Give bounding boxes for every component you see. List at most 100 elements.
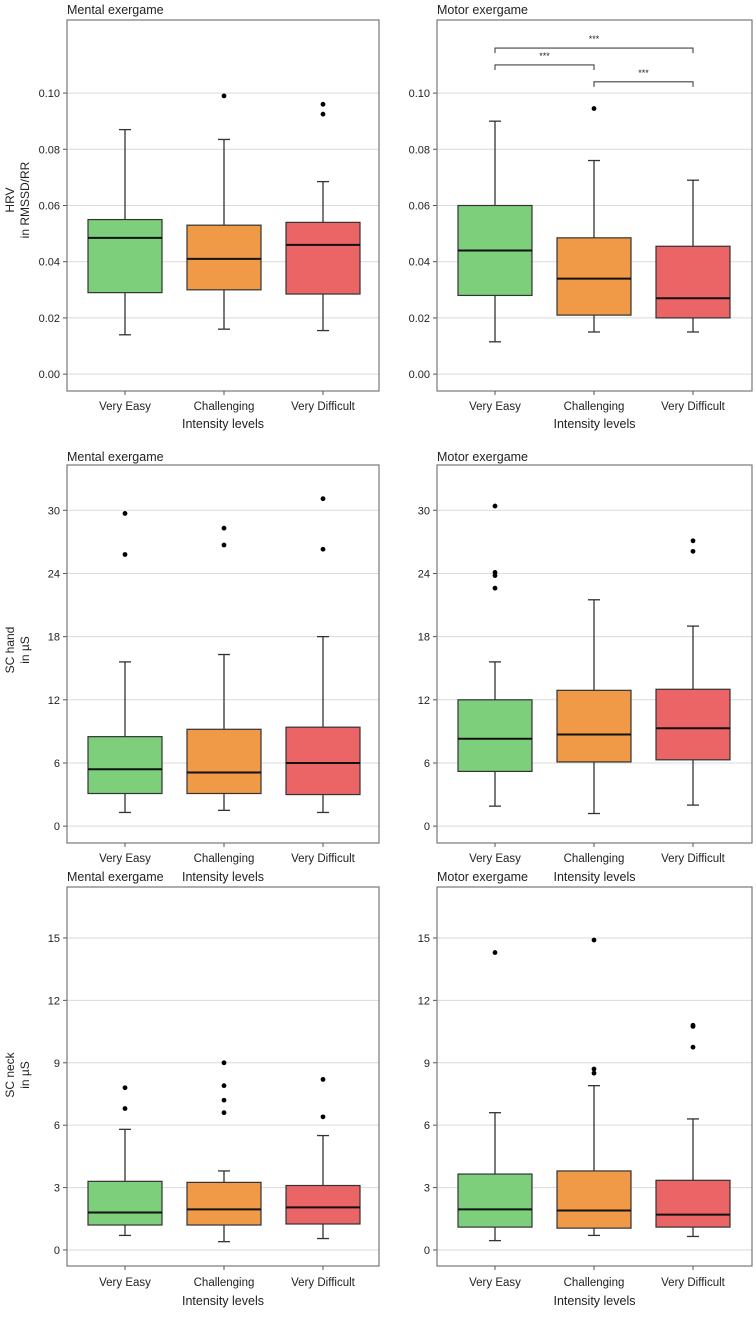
y-axis-label-line: in RMSSD/RR: [18, 161, 32, 238]
box-very-easy: [457, 503, 533, 807]
box-very-easy: [87, 128, 163, 336]
panel-title: Mental exergame: [67, 3, 164, 17]
panel-4: 0 6 12 18 24 30 Motor exergame Intensity levels…: [418, 450, 753, 884]
y-tick-label: 12: [48, 995, 60, 1007]
y-tick-label: 6: [424, 758, 430, 770]
box-very-difficult: [655, 1022, 731, 1238]
y-axis-label-line: SC neck: [3, 1051, 17, 1097]
x-tick-label: Very Easy: [469, 401, 521, 413]
iqr-box: [186, 728, 262, 795]
x-tick-label: Very Easy: [99, 853, 151, 865]
box-very-difficult: [655, 179, 731, 333]
box-very-difficult: [285, 101, 361, 332]
x-tick-label: Challenging: [194, 853, 255, 865]
y-tick-label: 0.08: [39, 144, 60, 156]
outlier-point: [690, 1044, 696, 1050]
panel-title: Motor exergame: [437, 870, 528, 884]
y-tick-label: 0.02: [409, 313, 430, 325]
iqr-box: [655, 245, 731, 319]
y-tick-label: 0.08: [409, 144, 430, 156]
outlier-point: [221, 93, 227, 99]
plot-frame: [66, 19, 380, 392]
y-tick-label: 0.06: [409, 201, 430, 213]
y-tick-label: 0.06: [39, 201, 60, 213]
x-tick-label: Very Difficult: [661, 1277, 726, 1289]
y-tick-label: 9: [424, 1058, 430, 1070]
y-tick-label: 15: [48, 933, 60, 945]
significance-label: ***: [539, 51, 550, 61]
x-tick-label: Very Difficult: [291, 853, 356, 865]
panel-title: Motor exergame: [437, 450, 528, 464]
iqr-box: [285, 726, 361, 796]
x-tick-label: Very Easy: [99, 1277, 151, 1289]
iqr-box: [87, 218, 163, 294]
significance-label: ***: [638, 68, 649, 78]
x-tick-label: Very Easy: [99, 401, 151, 413]
y-axis-label-line: in µS: [18, 636, 32, 664]
iqr-box: [655, 1179, 731, 1228]
y-tick-label: 0: [54, 821, 60, 833]
x-tick-label: Challenging: [564, 1277, 625, 1289]
x-tick-label: Challenging: [564, 401, 625, 413]
y-tick-label: 3: [54, 1183, 60, 1195]
box-challenging: [556, 937, 632, 1237]
x-tick-label: Challenging: [194, 1277, 255, 1289]
outlier-point: [591, 937, 597, 943]
iqr-box: [87, 1180, 163, 1226]
y-tick-label: 24: [48, 568, 60, 580]
significance-bracket: [494, 47, 694, 54]
x-axis-label: Intensity levels: [554, 870, 636, 884]
iqr-box: [186, 1181, 262, 1226]
box-very-easy: [457, 950, 533, 1242]
y-tick-label: 9: [54, 1058, 60, 1070]
outlier-point: [690, 538, 696, 544]
x-tick-label: Very Difficult: [661, 401, 726, 413]
outlier-point: [492, 503, 498, 509]
y-axis-label: HRVin RMSSD/RR: [3, 161, 32, 238]
iqr-box: [457, 1173, 533, 1228]
outlier-point: [591, 106, 597, 111]
box-challenging: [186, 93, 262, 330]
y-tick-label: 12: [418, 995, 430, 1007]
x-axis-label: Intensity levels: [554, 417, 636, 431]
y-tick-label: 12: [418, 695, 430, 707]
x-tick-label: Very Difficult: [291, 401, 356, 413]
box-very-difficult: [285, 1077, 361, 1240]
box-very-difficult: [655, 538, 731, 806]
outlier-point: [221, 1110, 227, 1116]
box-very-easy: [457, 120, 533, 343]
box-very-easy: [87, 511, 163, 814]
y-tick-label: 0: [54, 1245, 60, 1257]
x-axis-label: Intensity levels: [182, 870, 264, 884]
y-axis-label: SC handin µS: [3, 627, 32, 674]
panel-1: 0.00 0.02 0.04 0.06 0.08 0.10 Mental exergame H…: [3, 3, 380, 431]
significance-label: ***: [589, 34, 600, 44]
outlier-point: [320, 1077, 326, 1082]
iqr-box: [285, 221, 361, 295]
y-axis-label-line: HRV: [3, 187, 17, 212]
x-axis-label: Intensity levels: [554, 1294, 636, 1308]
outlier-point: [221, 1097, 227, 1103]
y-axis-label-line: SC hand: [3, 627, 17, 674]
plot-frame: [66, 886, 380, 1267]
outlier-point: [320, 1114, 326, 1120]
iqr-box: [655, 688, 731, 761]
y-tick-label: 6: [54, 1120, 60, 1132]
outlier-point: [492, 585, 498, 591]
y-tick-label: 0.04: [409, 257, 430, 269]
plot-frame: [66, 464, 380, 844]
box-challenging: [186, 525, 262, 812]
outlier-point: [221, 1060, 227, 1066]
x-axis-label: Intensity levels: [182, 417, 264, 431]
significance-bracket: [593, 81, 694, 87]
y-tick-label: 30: [48, 505, 60, 517]
outlier-point: [492, 573, 498, 578]
box-challenging: [556, 599, 632, 815]
y-tick-label: 24: [418, 568, 430, 580]
significance-bracket: [494, 64, 595, 70]
outlier-point: [690, 1023, 696, 1029]
iqr-box: [556, 1170, 632, 1229]
x-tick-label: Very Easy: [469, 1277, 521, 1289]
panel-6: 0 3 6 9 12 15 Motor exergame Intensity levels Ve…: [418, 870, 753, 1308]
x-tick-label: Challenging: [194, 401, 255, 413]
